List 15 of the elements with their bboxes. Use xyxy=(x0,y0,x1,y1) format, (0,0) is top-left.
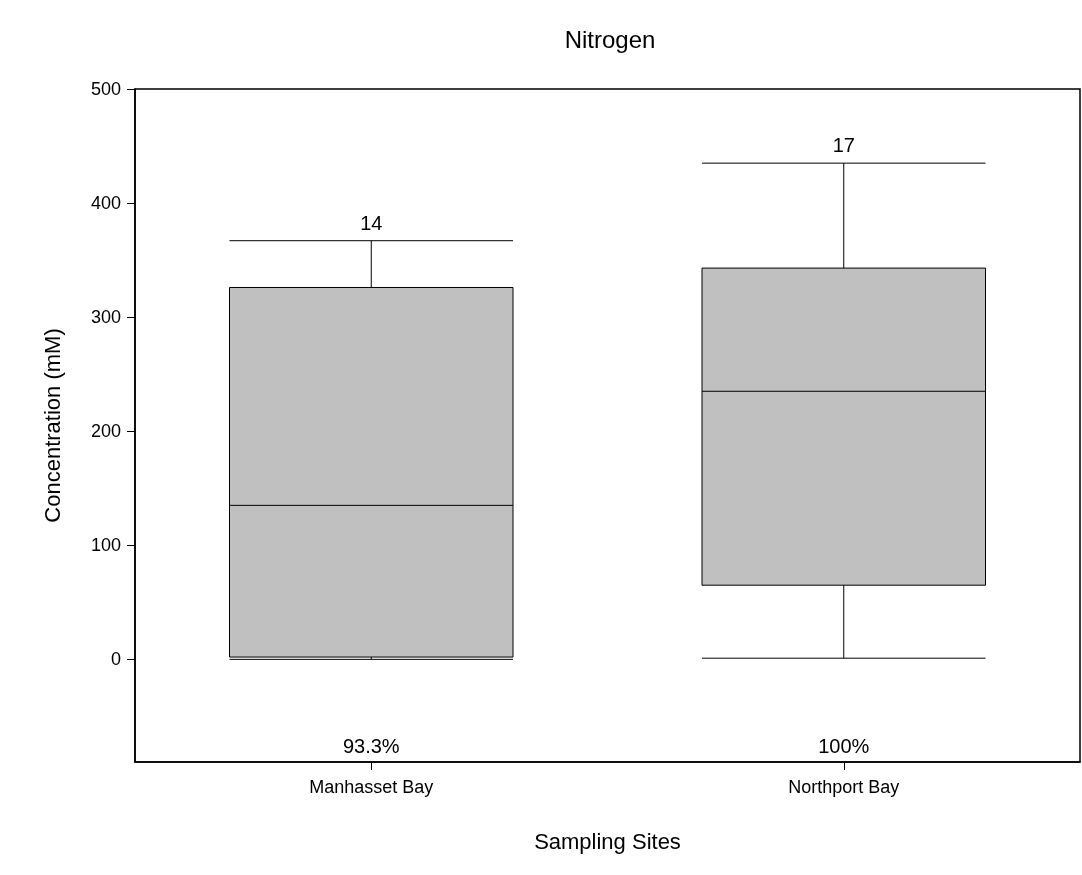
x-axis-title: Sampling Sites xyxy=(534,828,681,854)
y-tick-label: 100 xyxy=(90,535,121,556)
x-tick-label: Northport Bay xyxy=(788,777,900,797)
y-tick-label: 400 xyxy=(90,193,121,214)
x-tick-label: Manhasset Bay xyxy=(309,777,434,797)
y-axis-title: Concentration (mM) xyxy=(39,328,65,523)
annotation: 14 xyxy=(360,211,383,234)
y-tick-label: 0 xyxy=(110,649,121,670)
y-tick-label: 300 xyxy=(90,307,121,328)
annotation: 100% xyxy=(818,735,870,757)
y-tick-label: 200 xyxy=(90,421,121,442)
chart-title: Nitrogen xyxy=(564,25,656,53)
y-tick-label: 500 xyxy=(90,79,121,99)
annotation: 17 xyxy=(832,134,855,157)
annotation: 93.3% xyxy=(342,735,400,757)
